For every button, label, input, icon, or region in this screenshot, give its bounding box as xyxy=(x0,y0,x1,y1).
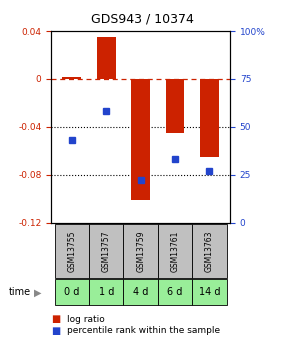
Text: percentile rank within the sample: percentile rank within the sample xyxy=(67,326,221,335)
Text: GSM13755: GSM13755 xyxy=(67,230,76,272)
Bar xyxy=(158,279,192,305)
Bar xyxy=(62,77,81,79)
Bar xyxy=(123,224,158,278)
Bar xyxy=(89,224,123,278)
Text: GSM13757: GSM13757 xyxy=(102,230,111,272)
Bar xyxy=(55,224,89,278)
Bar xyxy=(123,279,158,305)
Text: log ratio: log ratio xyxy=(67,315,105,324)
Text: 14 d: 14 d xyxy=(199,287,220,297)
Text: time: time xyxy=(9,287,31,297)
Bar xyxy=(55,279,89,305)
Text: GSM13761: GSM13761 xyxy=(171,230,180,272)
Text: 6 d: 6 d xyxy=(167,287,183,297)
Text: 4 d: 4 d xyxy=(133,287,148,297)
Bar xyxy=(192,224,226,278)
Bar xyxy=(131,79,150,200)
Text: GSM13759: GSM13759 xyxy=(136,230,145,272)
Text: ■: ■ xyxy=(51,314,61,324)
Bar xyxy=(97,37,116,79)
Text: 1 d: 1 d xyxy=(98,287,114,297)
Text: GSM13763: GSM13763 xyxy=(205,230,214,272)
Text: 0 d: 0 d xyxy=(64,287,80,297)
Bar xyxy=(89,279,123,305)
Bar xyxy=(200,79,219,157)
Text: ■: ■ xyxy=(51,326,61,335)
Bar xyxy=(166,79,185,133)
Bar xyxy=(192,279,226,305)
Bar xyxy=(158,224,192,278)
Text: GDS943 / 10374: GDS943 / 10374 xyxy=(91,12,194,25)
Text: ▶: ▶ xyxy=(34,287,42,297)
